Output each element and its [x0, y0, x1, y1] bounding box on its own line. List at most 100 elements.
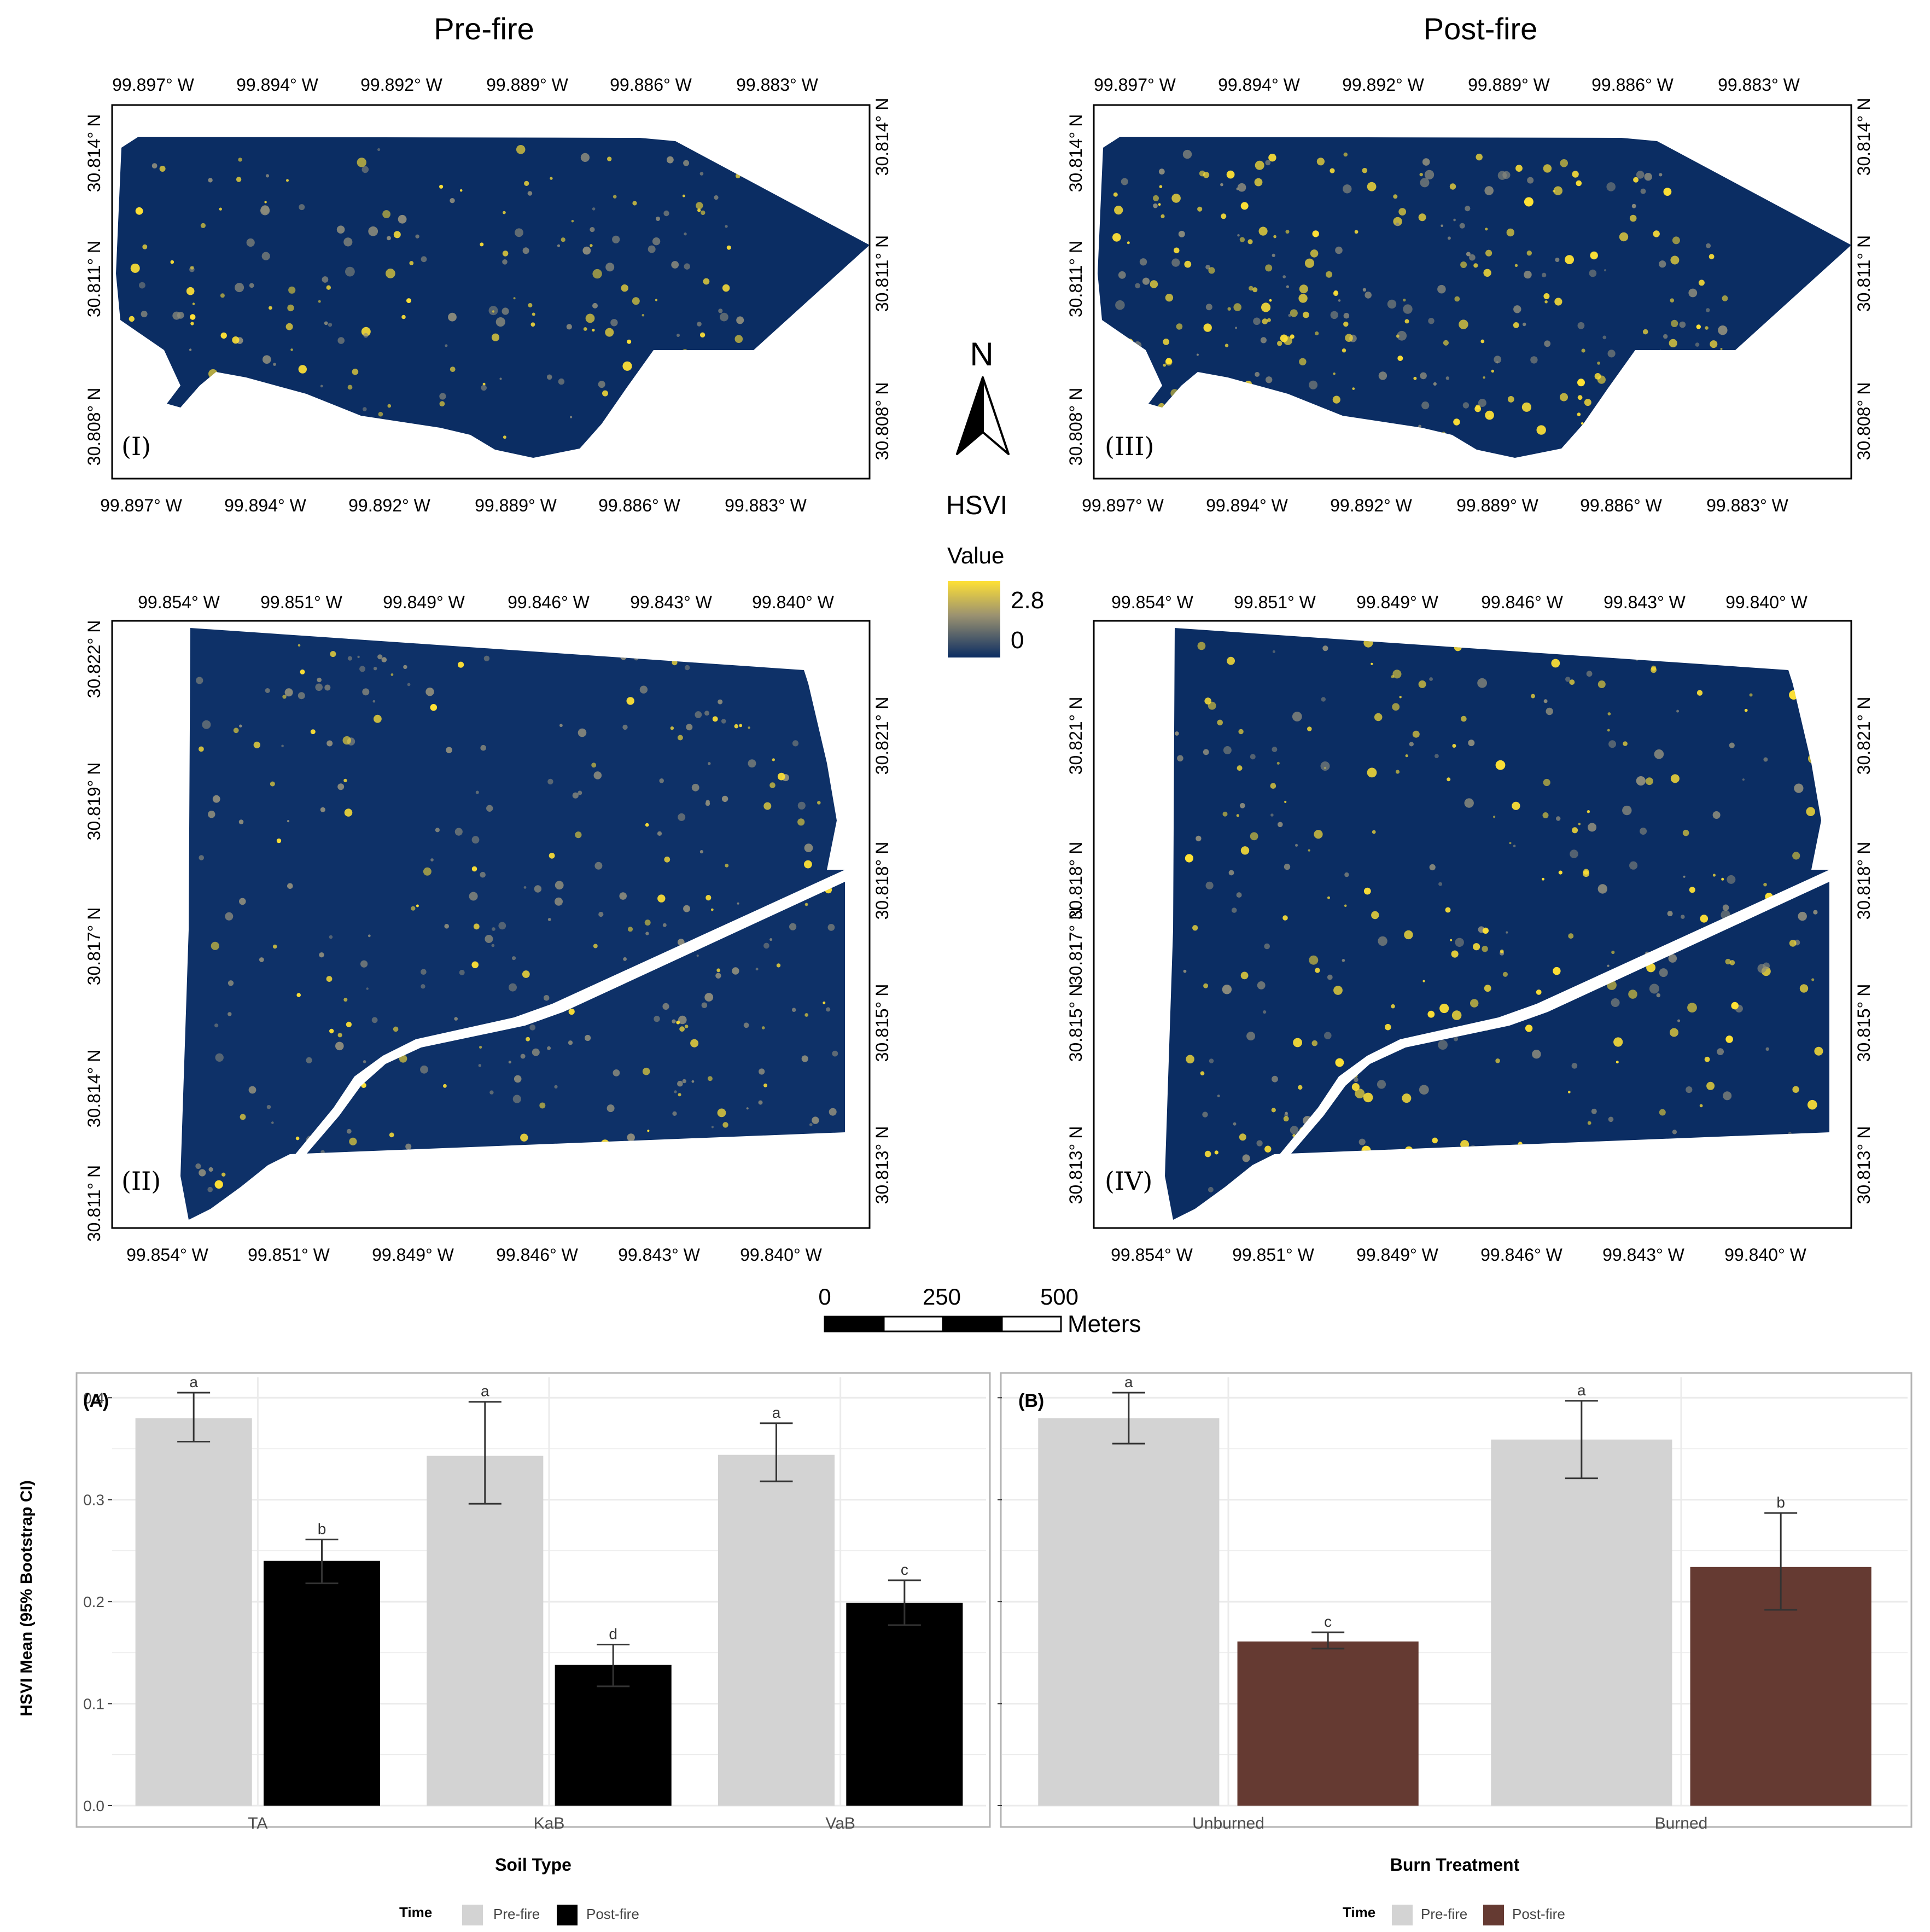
vegetation-patch [642, 314, 645, 317]
vegetation-patch [478, 1064, 481, 1067]
y-tick-label: 0.3 [83, 1492, 104, 1509]
vegetation-patch [287, 820, 290, 823]
lon-tick-label: 99.883° W [1718, 75, 1800, 95]
vegetation-patch [1450, 939, 1453, 941]
vegetation-patch [555, 897, 563, 906]
vegetation-patch [1387, 299, 1397, 309]
vegetation-patch [1482, 927, 1489, 934]
vegetation-patch [1441, 224, 1443, 228]
vegetation-patch [1727, 875, 1736, 884]
significance-letter: a [772, 1404, 781, 1421]
lat-tick-label: 30.808° N [1854, 382, 1874, 461]
vegetation-patch [748, 759, 756, 768]
vegetation-patch [1432, 1137, 1438, 1144]
vegetation-patch [1636, 776, 1646, 786]
vegetation-patch [561, 237, 565, 242]
lon-tick-label: 99.883° W [736, 75, 819, 95]
vegetation-patch [1670, 1028, 1678, 1037]
vegetation-patch [763, 802, 772, 810]
vegetation-patch [739, 724, 743, 728]
vegetation-patch [320, 385, 323, 388]
lat-tick-label: 30.811° N [1066, 241, 1086, 317]
y-tick-label: 0.2 [83, 1593, 104, 1610]
vegetation-patch [382, 210, 390, 218]
vegetation-patch [1806, 807, 1815, 816]
vegetation-patch [705, 800, 710, 804]
vegetation-patch [190, 322, 194, 325]
vegetation-patch [530, 322, 535, 327]
vegetation-patch [1452, 744, 1456, 748]
vegetation-patch [1237, 183, 1246, 192]
vegetation-patch [591, 763, 597, 768]
vegetation-patch [1236, 814, 1239, 817]
vegetation-patch [1330, 311, 1338, 319]
scale-segment [942, 1316, 1003, 1332]
bar [1237, 1641, 1419, 1806]
vegetation-patch [725, 864, 729, 868]
vegetation-patch [238, 819, 244, 824]
vegetation-patch [401, 315, 406, 319]
lon-tick-label: 99.889° W [1456, 496, 1539, 515]
vegetation-patch [1114, 206, 1123, 215]
vegetation-patch [755, 968, 759, 971]
vegetation-patch [475, 790, 479, 794]
vegetation-patch [594, 862, 603, 870]
vegetation-patch [801, 1055, 808, 1062]
lat-tick-label: 30.815° N [872, 984, 892, 1062]
vegetation-patch [532, 1048, 540, 1056]
vegetation-patch [1553, 186, 1562, 195]
vegetation-patch [1477, 678, 1488, 688]
y-tick-label: 0.0 [83, 1797, 104, 1814]
lon-tick-label: 99.886° W [610, 75, 692, 95]
vegetation-patch [196, 677, 203, 684]
vegetation-patch [1470, 999, 1479, 1008]
scale-tick-label: 500 [1040, 1284, 1078, 1310]
lon-tick-label: 99.883° W [1706, 496, 1789, 515]
vegetation-patch [1565, 255, 1575, 264]
vegetation-patch [1763, 757, 1768, 762]
vegetation-patch [416, 904, 419, 907]
vegetation-patch [208, 178, 213, 183]
vegetation-patch [1729, 742, 1735, 748]
vegetation-patch [1163, 339, 1170, 345]
vegetation-patch [319, 952, 324, 958]
vegetation-patch [682, 194, 685, 197]
vegetation-patch [1250, 754, 1256, 760]
hsvi-legend: HSVI Value 2.8 0 [946, 491, 1044, 657]
vegetation-patch [220, 293, 225, 298]
vegetation-patch [1473, 263, 1478, 268]
vegetation-patch [1543, 293, 1550, 299]
vegetation-patch [1512, 801, 1520, 810]
vegetation-patch [691, 1080, 695, 1083]
vegetation-patch [139, 282, 145, 289]
vegetation-patch [1335, 1058, 1344, 1067]
vegetation-patch [444, 924, 449, 929]
vegetation-patch [439, 184, 444, 189]
vegetation-patch [265, 688, 270, 693]
vegetation-patch [1214, 1150, 1218, 1155]
vegetation-patch [645, 823, 649, 827]
vegetation-patch [516, 145, 526, 154]
vegetation-patch [1420, 372, 1427, 380]
vegetation-patch [346, 1128, 352, 1134]
vegetation-patch [1249, 286, 1253, 291]
vegetation-patch [1572, 171, 1579, 178]
vegetation-patch [212, 795, 220, 803]
vegetation-patch [1712, 811, 1721, 819]
vegetation-patch [1464, 798, 1474, 808]
vegetation-patch [1236, 892, 1242, 898]
vegetation-patch [1225, 344, 1229, 347]
vegetation-patch [748, 726, 750, 729]
vegetation-patch [439, 393, 446, 400]
right-latitude-ticks: 30.821° N 30.818° N 30.815° N 30.813° N [1854, 697, 1874, 1204]
vegetation-patch [761, 1026, 765, 1029]
vegetation-patch [697, 322, 702, 327]
vegetation-patch [670, 726, 674, 730]
vegetation-patch [699, 172, 704, 176]
vegetation-patch [1309, 955, 1319, 965]
vegetation-patch [1570, 849, 1578, 858]
vegetation-patch [211, 941, 219, 950]
chart-panel-b: a c Unburned a b Burned (B) Burn Treatment Ti… [998, 1372, 1912, 1925]
significance-letter: a [481, 1383, 489, 1400]
vegetation-patch [430, 704, 438, 711]
